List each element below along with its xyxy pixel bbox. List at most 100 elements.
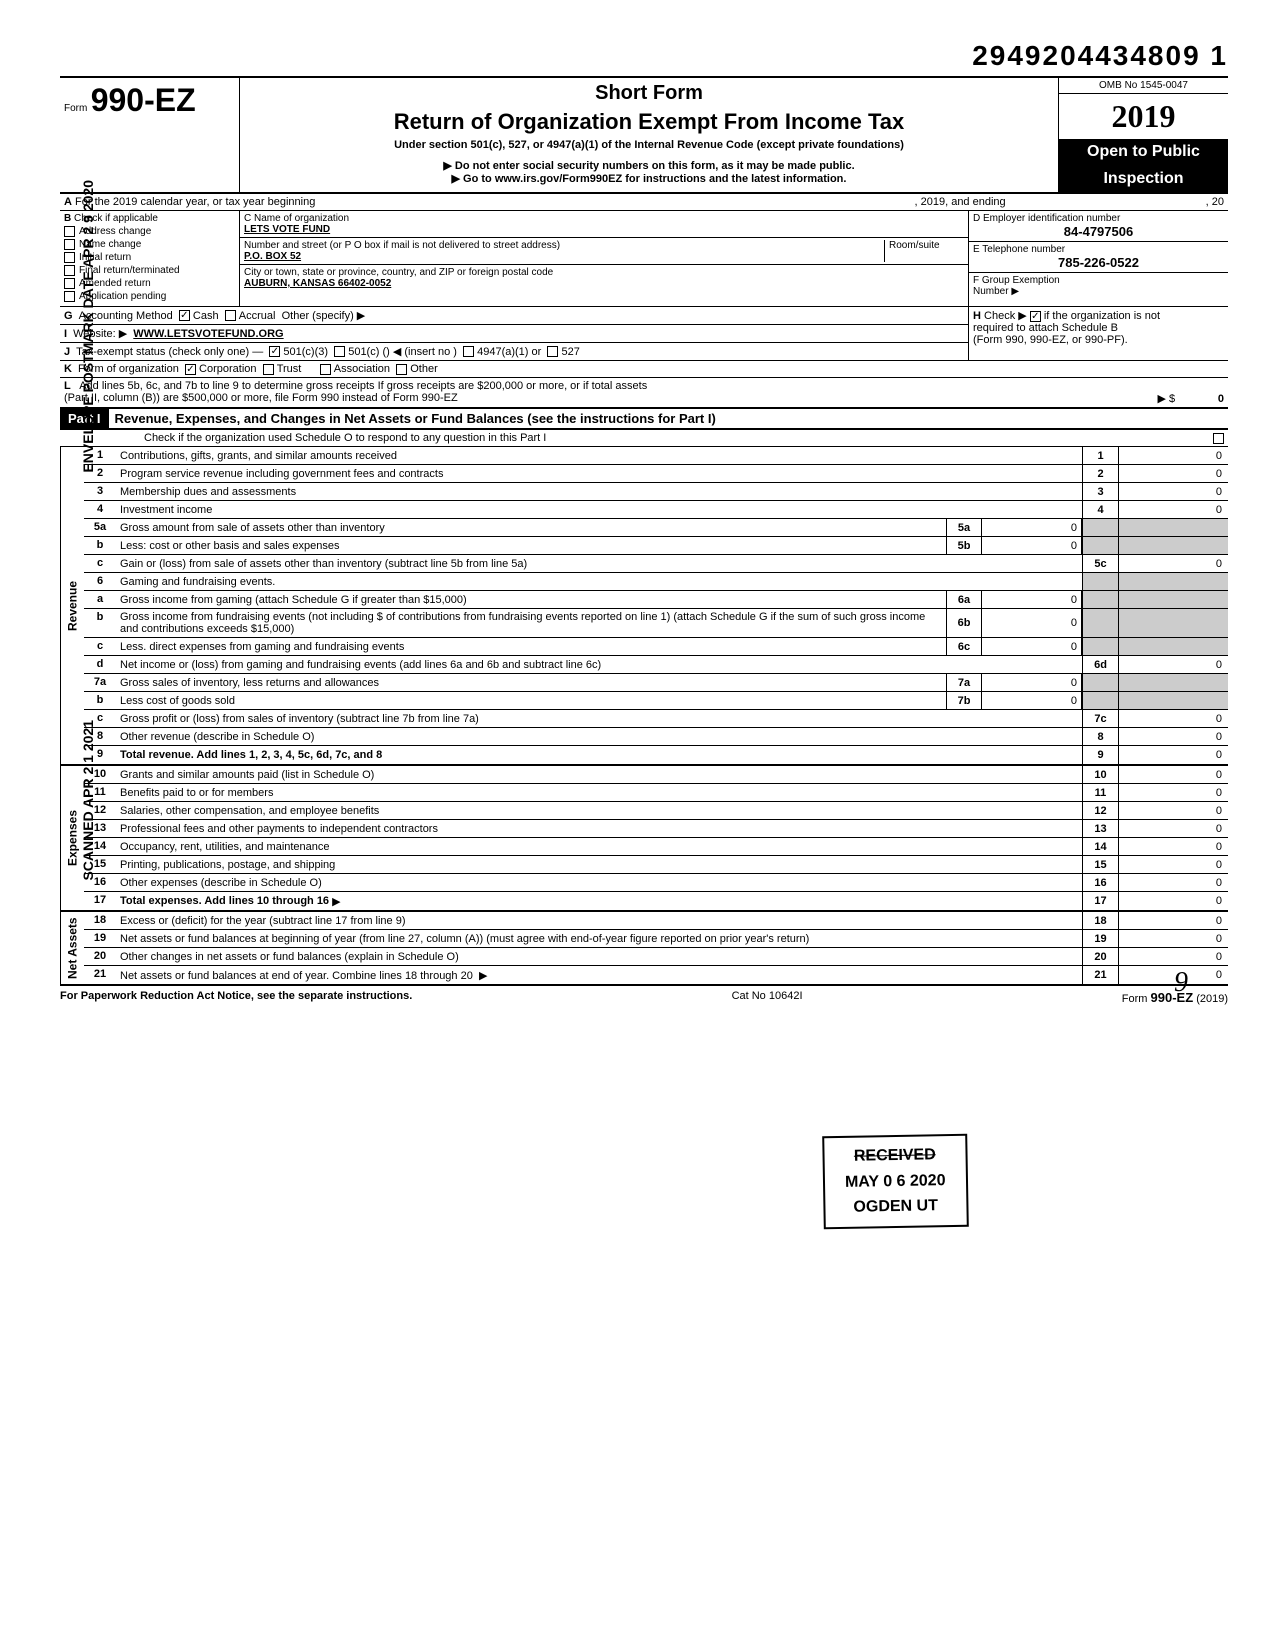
right-num-shaded [1082, 609, 1118, 637]
right-val: 0 [1118, 447, 1228, 464]
line-desc: Other revenue (describe in Schedule O) [116, 728, 1082, 745]
right-num: 19 [1082, 930, 1118, 947]
l-label: L [64, 380, 71, 392]
line-desc: Gaming and fundraising events. [116, 573, 1082, 590]
org-name: LETS VOTE FUND [244, 224, 964, 235]
j-501c3-checkbox[interactable] [269, 346, 280, 357]
footer-mid: Cat No 10642I [732, 990, 803, 1005]
j-501c-checkbox[interactable] [334, 346, 345, 357]
line-desc: Program service revenue including govern… [116, 465, 1082, 482]
line-num: b [84, 609, 116, 637]
accrual-label: Accrual [239, 310, 276, 322]
b-checkbox-2[interactable] [64, 252, 75, 263]
open-public-1: Open to Public [1059, 139, 1228, 165]
form-row: 19Net assets or fund balances at beginni… [84, 930, 1228, 948]
form-row: bLess: cost or other basis and sales exp… [84, 537, 1228, 555]
cash-checkbox[interactable] [179, 310, 190, 321]
netassets-section: Net Assets 18Excess or (deficit) for the… [60, 912, 1228, 986]
l-text2: (Part II, column (B)) are $500,000 or mo… [64, 392, 458, 405]
k-trust-checkbox[interactable] [263, 364, 274, 375]
line-num: 3 [84, 483, 116, 500]
k-o1: Corporation [199, 363, 256, 375]
right-num: 13 [1082, 820, 1118, 837]
right-val: 0 [1118, 465, 1228, 482]
h-text4: (Form 990, 990-EZ, or 990-PF). [973, 334, 1128, 346]
part1-sub-text: Check if the organization used Schedule … [144, 432, 546, 444]
form-row: 15Printing, publications, postage, and s… [84, 856, 1228, 874]
j-label: J [64, 346, 70, 358]
k-assoc-checkbox[interactable] [320, 364, 331, 375]
line-desc: Gross income from fundraising events (no… [116, 609, 946, 637]
right-num: 9 [1082, 746, 1118, 764]
row-a-label: A [64, 196, 72, 208]
b-checkbox-3[interactable] [64, 265, 75, 276]
right-num: 15 [1082, 856, 1118, 873]
column-c: C Name of organizationLETS VOTE FUND Num… [240, 211, 968, 306]
c-name-label: C Name of organization [244, 213, 964, 224]
part1-sub-checkbox[interactable] [1213, 433, 1224, 444]
mid-num: 5b [946, 537, 982, 554]
right-val-shaded [1118, 591, 1228, 608]
line-desc: Less cost of goods sold [116, 692, 946, 709]
accrual-checkbox[interactable] [225, 310, 236, 321]
c-city-label: City or town, state or province, country… [244, 267, 964, 278]
org-city: AUBURN, KANSAS 66402-0052 [244, 278, 964, 289]
h-checkbox[interactable] [1030, 311, 1041, 322]
b-checkbox-5[interactable] [64, 291, 75, 302]
line-desc: Printing, publications, postage, and shi… [116, 856, 1082, 873]
form-row: dNet income or (loss) from gaming and fu… [84, 656, 1228, 674]
right-num-shaded [1082, 537, 1118, 554]
k-o3: Association [334, 363, 390, 375]
right-val: 0 [1118, 710, 1228, 727]
mid-val: 0 [982, 674, 1082, 691]
revenue-label: Revenue [60, 447, 84, 764]
right-num: 11 [1082, 784, 1118, 801]
j-527-checkbox[interactable] [547, 346, 558, 357]
right-val-shaded [1118, 638, 1228, 655]
right-num-shaded [1082, 591, 1118, 608]
k-corp-checkbox[interactable] [185, 364, 196, 375]
right-val: 0 [1118, 892, 1228, 910]
form-row: 20Other changes in net assets or fund ba… [84, 948, 1228, 966]
h-text3: required to attach Schedule B [973, 322, 1118, 334]
line-num: 7a [84, 674, 116, 691]
website-value: WWW.LETSVOTEFUND.ORG [133, 328, 283, 340]
short-form-label: Short Form [248, 82, 1050, 105]
right-num: 1 [1082, 447, 1118, 464]
right-val: 0 [1118, 784, 1228, 801]
right-num-shaded [1082, 674, 1118, 691]
line-desc: Grants and similar amounts paid (list in… [116, 766, 1082, 783]
j-4947-checkbox[interactable] [463, 346, 474, 357]
k-other-checkbox[interactable] [396, 364, 407, 375]
expenses-section: Expenses 10Grants and similar amounts pa… [60, 766, 1228, 912]
b-checkbox-4[interactable] [64, 278, 75, 289]
line-desc: Gross amount from sale of assets other t… [116, 519, 946, 536]
b-checkbox-0[interactable] [64, 226, 75, 237]
j-o1: 501(c)(3) [283, 346, 328, 358]
warning-2: ▶ Go to www.irs.gov/Form990EZ for instru… [248, 172, 1050, 185]
cash-label: Cash [193, 310, 219, 322]
right-val: 0 [1118, 966, 1228, 984]
group-label: F Group Exemption [973, 275, 1224, 286]
line-num: 5a [84, 519, 116, 536]
row-k: K Form of organization Corporation Trust… [60, 361, 1228, 378]
line-num: 20 [84, 948, 116, 965]
right-val: 0 [1118, 874, 1228, 891]
form-row: bLess cost of goods sold7b0 [84, 692, 1228, 710]
form-row: 21Net assets or fund balances at end of … [84, 966, 1228, 984]
form-row: 3Membership dues and assessments30 [84, 483, 1228, 501]
part1-sub: Check if the organization used Schedule … [60, 430, 1228, 447]
form-row: 18Excess or (deficit) for the year (subt… [84, 912, 1228, 930]
b-checkbox-1[interactable] [64, 239, 75, 250]
org-street: P.O. BOX 52 [244, 251, 884, 262]
column-d: D Employer identification number84-47975… [968, 211, 1228, 306]
h-text1: Check ▶ [984, 310, 1027, 322]
recv-1: RECEIVED [845, 1142, 946, 1169]
right-val-shaded [1118, 674, 1228, 691]
right-val: 0 [1118, 766, 1228, 783]
right-num-shaded [1082, 519, 1118, 536]
j-o2b: ) ◀ (insert no ) [386, 345, 457, 358]
line-num: 18 [84, 912, 116, 929]
g-label: G [64, 310, 73, 322]
right-val-shaded [1118, 609, 1228, 637]
